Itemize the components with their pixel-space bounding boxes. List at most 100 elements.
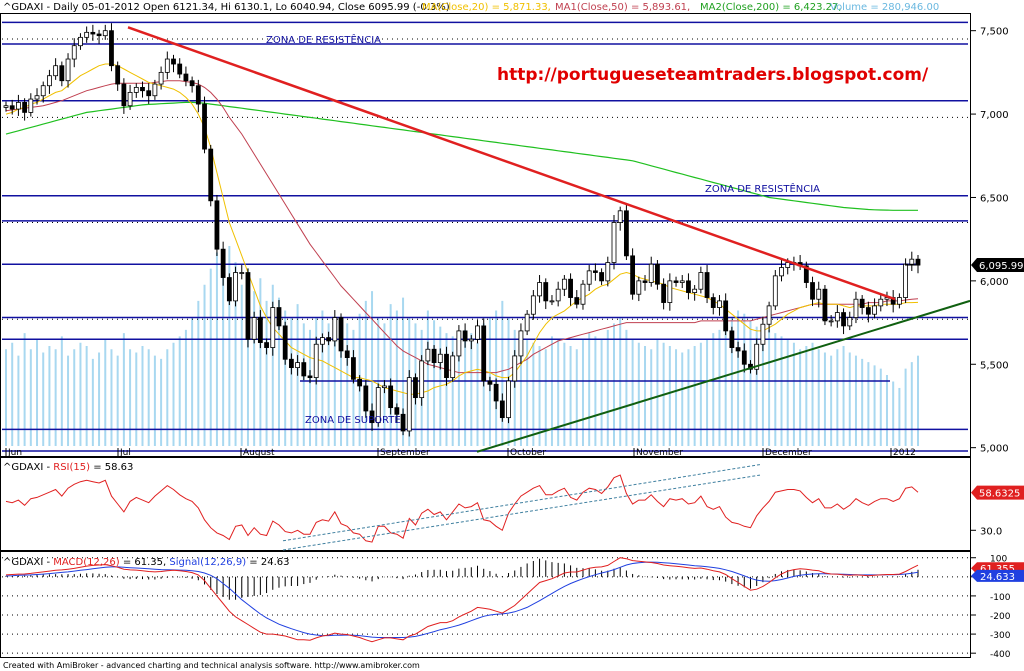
candle-body: [208, 148, 214, 202]
macd-panel-frame: [0, 551, 971, 658]
candle-body: [673, 280, 679, 283]
candle-body: [394, 407, 400, 415]
macd-y-tick-label: -300: [990, 631, 1011, 641]
candle-body: [282, 325, 288, 360]
candle-body: [344, 350, 350, 358]
y-tick-label: 5,000: [980, 444, 1009, 455]
candle-body: [456, 330, 462, 357]
candle-body: [524, 313, 530, 332]
candle-body: [605, 262, 611, 282]
candle-body: [537, 282, 542, 297]
candle-body: [351, 357, 356, 380]
candle-body: [549, 300, 555, 303]
rsi-title: ^GDAXI - RSI(15) = 58.63: [3, 462, 133, 473]
candle-body: [276, 307, 282, 327]
macd-y-tick-label: -100: [990, 593, 1011, 603]
candle-body: [512, 355, 518, 382]
ma200-label: MA2(Close,200) = 6,423.27,: [700, 2, 842, 13]
candle-body: [239, 272, 245, 274]
candle-body: [400, 413, 406, 432]
x-tick-label: 2012: [893, 448, 916, 458]
candle-body: [313, 343, 319, 379]
candle-body: [648, 263, 654, 283]
ma50-line: [5, 80, 919, 374]
candle-body: [431, 348, 437, 363]
candle-body: [326, 337, 332, 342]
x-tick-label: Jul: [119, 448, 131, 458]
candle-body: [543, 282, 549, 302]
candle-body: [450, 355, 456, 379]
y-tick-label: 6,500: [980, 193, 1009, 204]
candle-body: [264, 342, 269, 348]
candle-body: [357, 378, 363, 387]
candle-body: [295, 362, 300, 368]
candle-body: [772, 275, 778, 307]
candle-body: [307, 375, 313, 379]
x-tick-label: September: [380, 448, 430, 458]
x-tick-label: Jun: [7, 448, 22, 458]
ma20-label: MA(Close,20) = 5,871.33,: [422, 2, 551, 13]
candle-body: [419, 360, 425, 399]
rsi-panel-frame: [0, 457, 971, 551]
candle-body: [580, 283, 586, 305]
x-tick-label: November: [636, 448, 683, 458]
candle-body: [822, 288, 828, 322]
candle-body: [363, 385, 369, 412]
candle-body: [741, 350, 747, 365]
macd-y-tick-label: -400: [990, 650, 1011, 660]
candle-body: [152, 83, 158, 97]
price-header-symbol: ^GDAXI - Daily 05-01-2012 Open 6121.34, …: [3, 2, 450, 13]
blog-url[interactable]: http://portugueseteamtraders.blogspot.co…: [497, 65, 929, 85]
candle-body: [53, 65, 59, 77]
candle-body: [102, 30, 108, 37]
candle-body: [382, 385, 387, 389]
y-tick-label: 5,500: [980, 360, 1009, 371]
candle-body: [816, 288, 822, 300]
candle-body: [121, 83, 127, 107]
zone-resistance-mid: ZONA DE RESISTÊNCIA: [705, 182, 820, 195]
candle-body: [338, 317, 344, 352]
x-tick-label: December: [765, 448, 812, 458]
candle-body: [878, 298, 884, 307]
candle-body: [375, 387, 381, 424]
candle-body: [84, 31, 90, 38]
candle-body: [481, 325, 487, 382]
candle-body: [586, 270, 592, 285]
rsi-badge-value: 58.6325: [979, 489, 1020, 500]
candle-body: [872, 305, 877, 315]
rsi-lower-channel: [282, 474, 761, 551]
candle-body: [202, 103, 207, 150]
candle-body: [96, 33, 102, 37]
candle-body: [779, 267, 784, 277]
candle-body: [164, 58, 170, 73]
candle-body: [661, 283, 667, 303]
price-panel: Jun Jul August September October November Dece…: [2, 21, 1024, 458]
candle-body: [406, 377, 412, 432]
ma50-label: MA1(Close,50) = 5,893.61,: [555, 2, 690, 13]
candle-body: [896, 297, 902, 305]
candle-body: [425, 348, 431, 362]
candle-body: [574, 297, 580, 305]
candle-body: [568, 278, 573, 298]
candle-body: [444, 353, 449, 379]
candle-body: [177, 63, 183, 75]
candle-body: [506, 380, 511, 419]
candle-body: [655, 263, 660, 285]
rsi-line: [5, 474, 919, 543]
candle-body: [518, 330, 524, 357]
candle-body: [561, 278, 567, 290]
macd-badge-value: 61.355: [980, 564, 1015, 575]
candle-body: [642, 280, 648, 283]
candle-body: [158, 71, 164, 85]
candle-body: [388, 385, 394, 409]
candle-body: [34, 95, 40, 100]
candle-body: [766, 305, 772, 325]
y-tick-label: 7,500: [980, 27, 1009, 38]
candle-body: [40, 85, 46, 97]
candle-body: [717, 300, 722, 308]
candle-body: [611, 222, 617, 263]
candle-body: [22, 102, 28, 113]
candle-body: [65, 58, 71, 82]
